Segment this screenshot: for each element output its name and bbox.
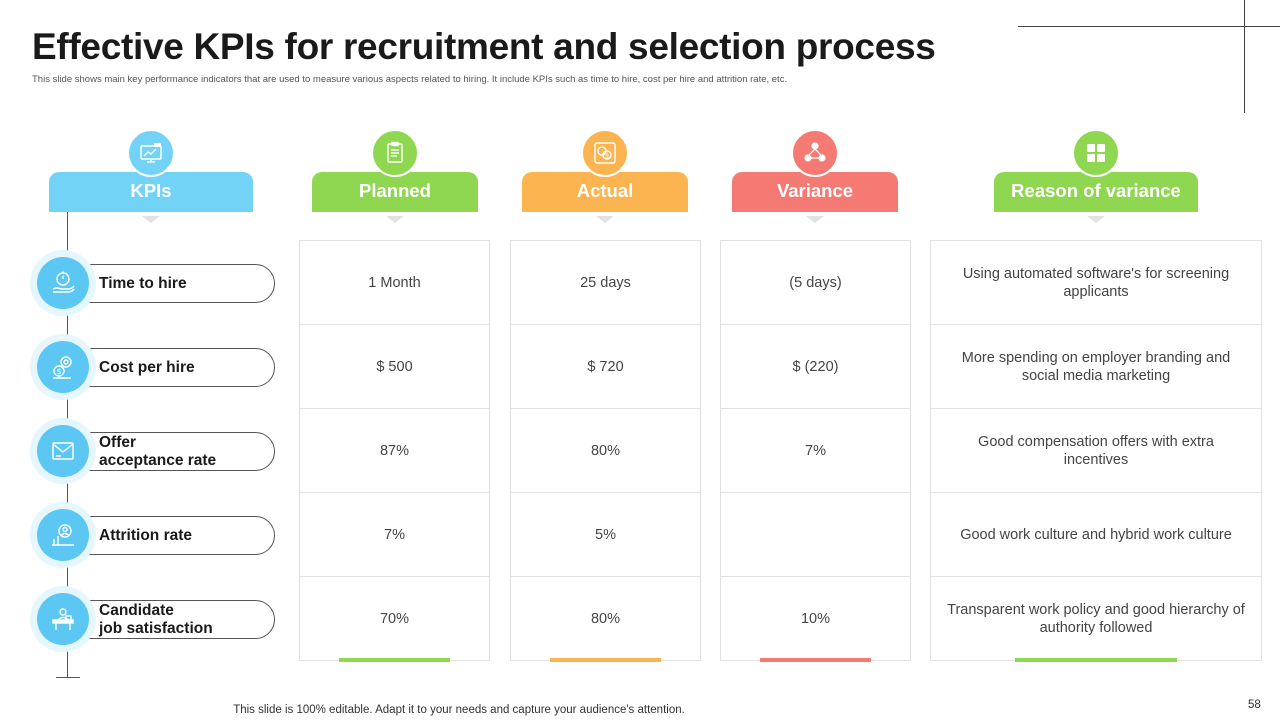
actual-cell: 80% [511,409,700,493]
people-network-icon [791,129,839,177]
grid-icon [1072,129,1120,177]
variance-cell: 7% [721,409,910,493]
reason-cell: Good compensation offers with extra ince… [931,409,1261,493]
planned-cell: 70% [379,611,410,627]
header-planned-pointer [386,216,404,223]
planned-cell: 87% [300,409,489,493]
clipboard-icon [371,129,419,177]
kpi-timeline-foot [56,677,80,678]
header-reason-underline [994,209,1198,212]
footer-text: This slide is 100% editable. Adapt it to… [233,704,685,716]
actual-cell: 25 days [511,241,700,325]
page-number: 58 [1248,699,1261,711]
kpi-circle [30,418,96,484]
header-variance-pointer [806,216,824,223]
header-actual-underline [522,209,688,212]
kpi-circle [30,250,96,316]
actual-cell: 5% [511,493,700,577]
reason-accent-bar [1015,658,1177,662]
stopwatch-hand-icon [37,257,89,309]
variance-cell [721,493,910,577]
slide-title: Effective KPIs for recruitment and selec… [32,26,936,67]
actual-accent-bar [550,658,661,662]
decorative-line-vertical [1244,0,1245,113]
kpi-circle [30,502,96,568]
actual-column: 25 days $ 720 80% 5% 80% [510,240,701,661]
header-planned-underline [312,209,478,212]
variance-cell: $ (220) [721,325,910,409]
variance-column: (5 days) $ (220) 7% 10% [720,240,911,661]
decorative-line-horizontal [1018,26,1280,27]
reason-cell: Transparent work policy and good hierarc… [947,602,1245,636]
header-kpis-pointer [142,216,160,223]
svg-text:$: $ [57,367,62,376]
header-reason-pointer [1087,216,1105,223]
actual-cell: $ 720 [511,325,700,409]
desk-worker-icon [37,593,89,645]
planned-cell: 1 Month [300,241,489,325]
planned-cell: 7% [300,493,489,577]
variance-cell: 10% [800,611,831,627]
svg-text:$: $ [605,153,609,160]
kpi-label-text: Candidate job satisfaction [99,601,213,637]
coins-icon: $ [581,129,629,177]
reason-cell: More spending on employer branding and s… [931,325,1261,409]
kpi-chart-icon [127,129,175,177]
reason-cell: Using automated software's for screening… [931,241,1261,325]
money-gear-icon: $ [37,341,89,393]
header-actual-pointer [596,216,614,223]
kpi-circle [30,586,96,652]
variance-accent-bar [760,658,871,662]
header-reason-label: Reason of variance [994,172,1198,209]
slide-subtitle: This slide shows main key performance in… [32,74,788,85]
header-variance-underline [732,209,898,212]
offer-letter-icon [37,425,89,477]
header-actual-label: Actual [522,172,688,209]
planned-accent-bar [339,658,450,662]
header-variance-label: Variance [732,172,898,209]
header-kpis-underline [49,209,253,212]
planned-column: 1 Month $ 500 87% 7% 70% [299,240,490,661]
header-planned-label: Planned [312,172,478,209]
reason-cell: Good work culture and hybrid work cultur… [931,493,1261,577]
kpi-label-text: Offer acceptance rate [99,433,217,469]
kpi-circle: $ [30,334,96,400]
person-chart-icon [37,509,89,561]
header-kpis-label: KPIs [49,172,253,209]
variance-cell: (5 days) [721,241,910,325]
planned-cell: $ 500 [300,325,489,409]
footer-note: This slide is 100% editable. Adapt it to… [0,704,1280,716]
reason-column: Using automated software's for screening… [930,240,1262,661]
actual-cell: 80% [590,611,621,627]
